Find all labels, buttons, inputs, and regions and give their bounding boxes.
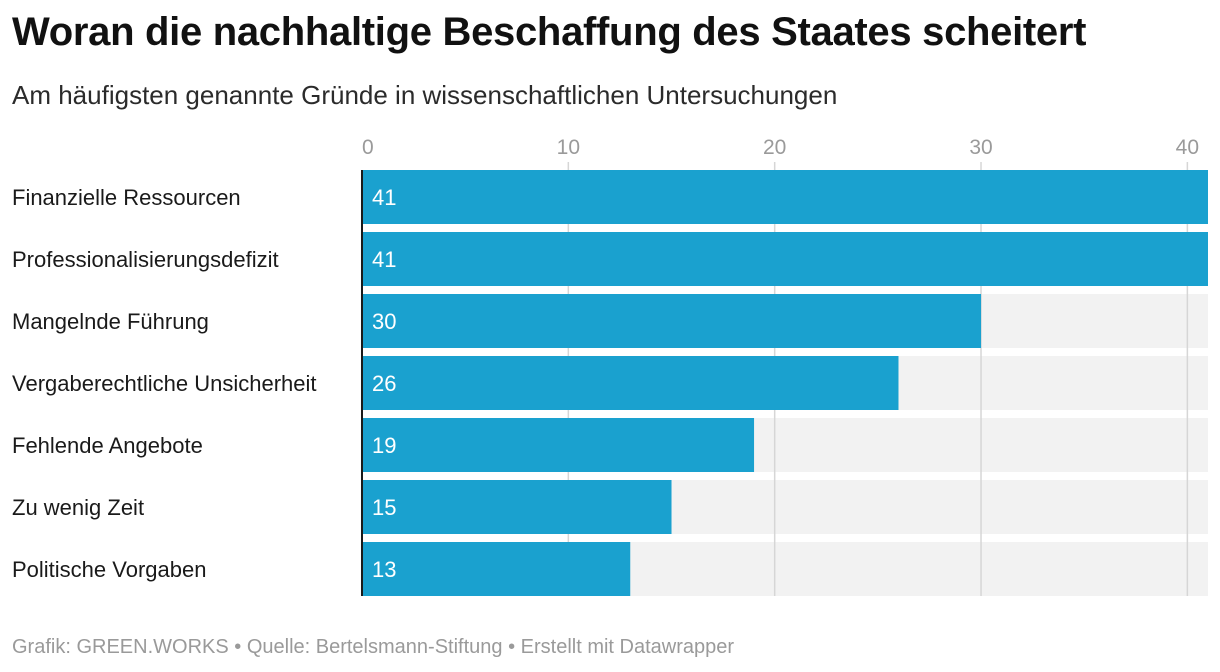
bar: [362, 356, 899, 410]
x-axis-ticks: 0 10 20 30 40: [362, 136, 1199, 159]
footer-separator: •: [502, 636, 521, 658]
category-label: Zu wenig Zeit: [12, 495, 144, 520]
footer-source: Quelle: Bertelsmann-Stiftung: [246, 636, 503, 658]
category-label: Finanzielle Ressourcen: [12, 185, 241, 210]
bar-chart: 0 10 20 30 40 Finanzielle Ressourcen Professi…: [12, 136, 1208, 596]
bar: [362, 480, 672, 534]
bars: [362, 170, 1208, 596]
value-label: 15: [372, 495, 396, 520]
x-tick-label: 40: [1176, 136, 1199, 159]
value-labels: 41 41 30 26 19 15 13: [372, 185, 396, 582]
category-label: Politische Vorgaben: [12, 557, 206, 582]
bar: [362, 418, 755, 472]
value-label: 26: [372, 371, 396, 396]
bar: [362, 542, 631, 596]
category-labels: Finanzielle Ressourcen Professionalisieru…: [12, 185, 317, 582]
x-tick-label: 20: [763, 136, 786, 159]
footer: Grafik: GREEN.WORKS • Quelle: Bertelsman…: [12, 636, 734, 659]
bar: [362, 294, 982, 348]
value-label: 41: [372, 185, 396, 210]
footer-credit: Grafik: GREEN.WORKS: [12, 636, 229, 658]
category-label: Fehlende Angebote: [12, 433, 203, 458]
value-label: 13: [372, 557, 396, 582]
bar: [362, 170, 1208, 224]
category-label: Mangelnde Führung: [12, 309, 209, 334]
x-tick-label: 10: [557, 136, 580, 159]
chart-title: Woran die nachhaltige Beschaffung des St…: [12, 10, 1087, 54]
category-label: Professionalisierungsdefizit: [12, 247, 279, 272]
x-tick-label: 0: [362, 136, 374, 159]
bar: [362, 232, 1208, 286]
footer-tool: Erstellt mit Datawrapper: [520, 636, 735, 658]
value-label: 19: [372, 433, 396, 458]
category-label: Vergaberechtliche Unsicherheit: [12, 371, 317, 396]
footer-separator: •: [228, 636, 247, 658]
chart-subtitle: Am häufigsten genannte Gründe in wissens…: [12, 80, 838, 110]
value-label: 30: [372, 309, 396, 334]
value-label: 41: [372, 247, 396, 272]
x-tick-label: 30: [969, 136, 992, 159]
